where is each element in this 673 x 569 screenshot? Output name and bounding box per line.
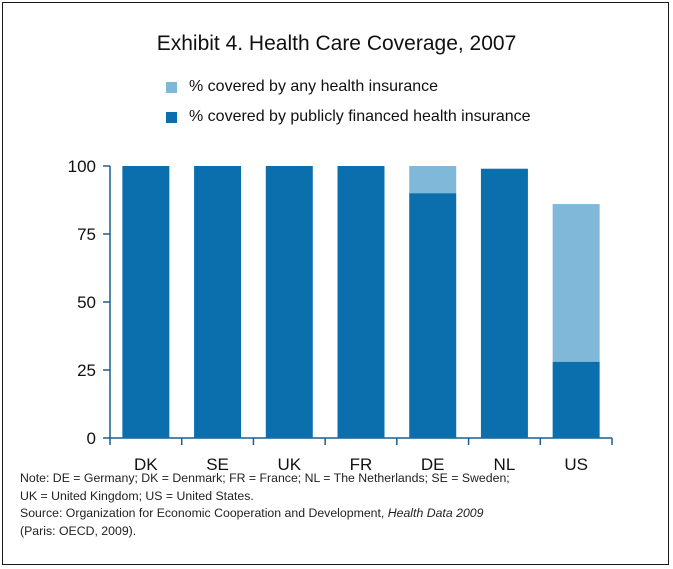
x-tick-label: NL <box>494 455 516 474</box>
x-tick-label: DE <box>421 455 445 474</box>
y-tick-label: 25 <box>77 361 96 380</box>
bar-public-fr <box>337 166 385 438</box>
bar-public-dk <box>122 166 170 438</box>
bar-any-de <box>409 166 457 194</box>
note-line-1: Note: DE = Germany; DK = Denmark; FR = F… <box>20 471 510 485</box>
source-suffix: (Paris: OECD, 2009). <box>20 523 137 538</box>
legend-label-public: % covered by publicly financed health in… <box>189 108 531 125</box>
bar-public-uk <box>265 166 313 438</box>
chart-notes: Note: DE = Germany; DK = Denmark; FR = F… <box>20 470 660 540</box>
note-line-2: UK = United Kingdom; US = United States. <box>20 488 254 503</box>
source-title: Health Data 2009 <box>387 506 484 520</box>
source-line: Source: Organization for Economic Cooper… <box>20 505 660 523</box>
y-tick-label: 0 <box>87 429 96 448</box>
x-tick-label: FR <box>350 455 373 474</box>
legend-item-public-insurance: % covered by publicly financed health in… <box>166 108 531 126</box>
x-tick-label: DK <box>134 455 158 474</box>
y-tick-label: 100 <box>68 157 96 176</box>
bar-public-se <box>194 166 242 438</box>
legend-label-any: % covered by any health insurance <box>189 78 439 95</box>
bar-any-us <box>552 204 600 362</box>
y-tick-label: 75 <box>77 225 96 244</box>
y-tick-label: 50 <box>77 293 96 312</box>
bar-public-us <box>552 361 600 438</box>
bar-public-nl <box>480 168 528 438</box>
chart-title: Exhibit 4. Health Care Coverage, 2007 <box>156 32 517 55</box>
x-tick-label: SE <box>206 455 229 474</box>
x-tick-label: UK <box>277 455 301 474</box>
x-tick-label: US <box>564 455 588 474</box>
source-prefix: Source: Organization for Economic Cooper… <box>20 506 388 520</box>
legend-item-any-insurance: % covered by any health insurance <box>166 78 438 96</box>
bar-public-de <box>409 193 457 438</box>
legend-swatch-any <box>166 81 177 93</box>
legend-swatch-public <box>166 111 177 123</box>
